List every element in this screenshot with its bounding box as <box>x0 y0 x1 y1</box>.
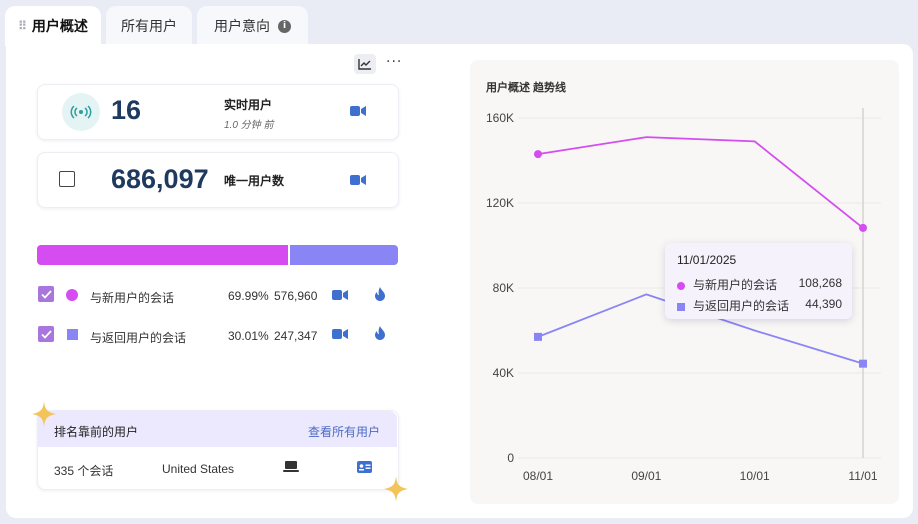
chart-toggle-button[interactable] <box>354 54 376 74</box>
video-icon[interactable] <box>350 174 366 186</box>
sparkle-icon <box>384 476 408 502</box>
y-tick-label: 120K <box>486 196 514 210</box>
laptop-icon <box>283 461 299 472</box>
tab-bar: ⠿ 用户概述 所有用户 用户意向 i <box>0 0 918 46</box>
flame-icon[interactable] <box>374 287 386 301</box>
id-card-icon[interactable] <box>357 461 372 473</box>
tooltip-returning-label: 与返回用户的会话 <box>693 299 790 313</box>
unique-users-label: 唯一用户数 <box>224 174 285 188</box>
y-tick-label: 80K <box>493 281 514 295</box>
new-sessions-bar[interactable] <box>37 245 288 265</box>
top-user-sessions: 335 个会话 <box>54 464 114 478</box>
unique-users-value: 686,097 <box>111 164 209 194</box>
unique-users-card <box>37 152 399 208</box>
tab-user-intent[interactable]: 用户意向 i <box>197 6 308 46</box>
tab-all-users[interactable]: 所有用户 <box>106 6 192 46</box>
view-all-users-link[interactable]: 查看所有用户 <box>308 425 381 439</box>
new-sessions-pct: 69.99% <box>228 289 269 303</box>
video-icon[interactable] <box>332 328 348 340</box>
data-point <box>534 150 542 159</box>
new-sessions-checkbox[interactable] <box>38 286 54 302</box>
unique-users-checkbox[interactable] <box>59 171 75 187</box>
line-chart-icon <box>358 59 371 70</box>
x-tick-label: 08/01 <box>523 469 553 483</box>
tooltip-date: 11/01/2025 <box>677 253 737 267</box>
data-point <box>534 332 542 341</box>
x-tick-label: 10/01 <box>740 469 770 483</box>
y-tick-label: 160K <box>486 111 514 125</box>
new-sessions-count: 576,960 <box>274 289 318 303</box>
tab-label: 所有用户 <box>121 18 177 34</box>
realtime-users-label: 实时用户 <box>224 98 273 112</box>
realtime-updated-text: 1.0 分钟 前 <box>224 120 274 131</box>
tab-label: 用户概述 <box>31 18 88 34</box>
series-line <box>537 136 864 229</box>
flame-icon[interactable] <box>374 326 386 340</box>
returning-sessions-legend-square <box>67 329 78 340</box>
top-users-title: 排名靠前的用户 <box>54 425 139 439</box>
tooltip-row-new: 与新用户的会话 108,268 <box>677 276 842 293</box>
tooltip-returning-value: 44,390 <box>805 297 842 311</box>
x-tick-label: 09/01 <box>631 469 661 483</box>
tooltip-new-dot <box>677 281 685 290</box>
sparkle-icon <box>32 401 56 427</box>
returning-sessions-bar[interactable] <box>290 245 398 265</box>
top-user-country: United States <box>162 462 235 476</box>
returning-sessions-pct: 30.01% <box>228 329 269 343</box>
broadcast-icon <box>62 93 100 131</box>
video-icon[interactable] <box>350 105 366 117</box>
returning-sessions-label: 与返回用户的会话 <box>90 331 187 345</box>
data-point <box>859 359 867 368</box>
chart-tooltip: 11/01/2025 与新用户的会话 108,268 与返回用户的会话 44,3… <box>665 243 852 319</box>
checkmark-icon <box>40 329 52 339</box>
drag-handle-icon[interactable]: ⠿ <box>18 19 27 33</box>
returning-sessions-checkbox[interactable] <box>38 326 54 342</box>
checkmark-icon <box>40 289 52 299</box>
tooltip-new-label: 与新用户的会话 <box>693 278 778 292</box>
returning-sessions-count: 247,347 <box>274 329 318 343</box>
tooltip-row-returning: 与返回用户的会话 44,390 <box>677 297 842 314</box>
realtime-users-value: 16 <box>111 95 142 125</box>
chart-title: 用户概述 趋势线 <box>486 82 567 94</box>
trend-line-chart[interactable]: 0 40K 80K 120K 160K 08/01 09/01 10/01 11/01 <box>470 60 899 504</box>
video-icon[interactable] <box>332 289 348 301</box>
new-sessions-label: 与新用户的会话 <box>90 291 175 305</box>
x-tick-label: 11/01 <box>848 469 877 483</box>
data-point <box>859 223 867 232</box>
top-users-header <box>38 411 397 447</box>
info-icon[interactable]: i <box>278 19 291 33</box>
more-options-button[interactable]: ··· <box>386 54 403 70</box>
tooltip-returning-square <box>677 302 685 311</box>
tooltip-new-value: 108,268 <box>798 276 842 290</box>
new-sessions-legend-dot <box>66 289 78 301</box>
tab-user-overview[interactable]: ⠿ 用户概述 <box>5 6 101 46</box>
y-tick-label: 40K <box>493 366 514 380</box>
tab-label: 用户意向 <box>214 18 270 34</box>
y-tick-label: 0 <box>507 451 514 465</box>
